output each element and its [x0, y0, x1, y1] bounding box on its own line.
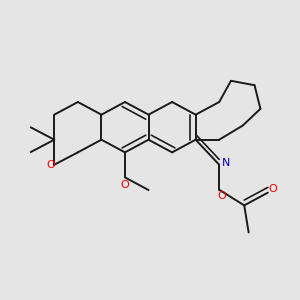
Text: O: O: [46, 160, 55, 170]
Text: N: N: [222, 158, 231, 168]
Text: O: O: [121, 180, 129, 190]
Text: O: O: [217, 191, 226, 201]
Text: O: O: [269, 184, 278, 194]
